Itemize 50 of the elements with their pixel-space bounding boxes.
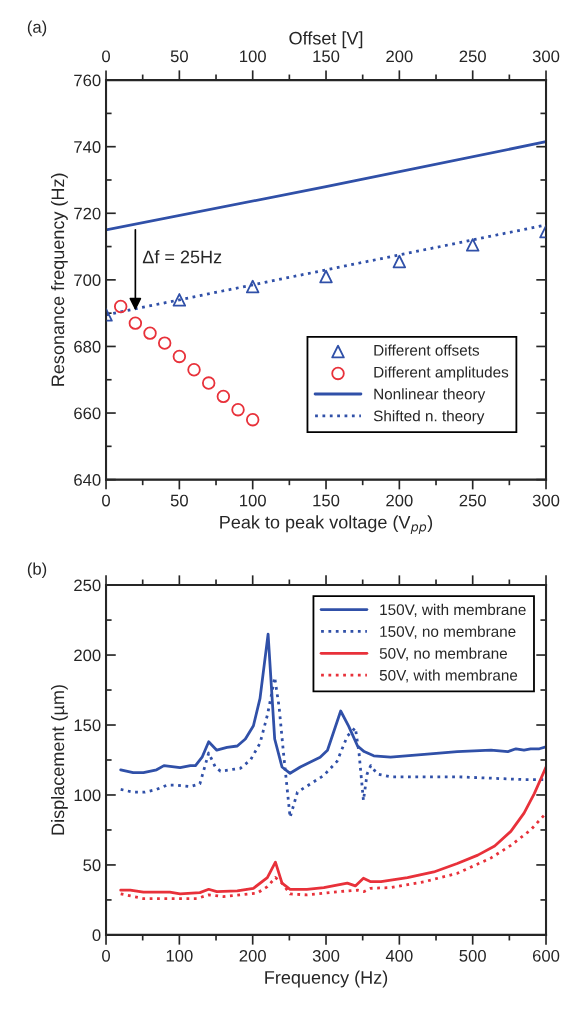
- x2-tick-label: 200: [386, 50, 413, 63]
- y-tick-label: 680: [74, 340, 101, 353]
- legend-label: 150V, no membrane: [380, 625, 516, 639]
- legend-label: Shifted n. theory: [373, 410, 485, 425]
- y-axis-title: Displacement (µm): [50, 685, 68, 835]
- y-tick-label: 760: [74, 74, 101, 87]
- legend-label: Different offsets: [374, 344, 480, 356]
- x-tick-label: 500: [459, 949, 486, 962]
- x-tick-label: 150: [313, 494, 340, 507]
- x-tick-label: 0: [102, 494, 111, 507]
- x2-axis-title: Offset [V]: [289, 31, 363, 49]
- y-tick-label: 740: [74, 141, 101, 153]
- x-tick-label: 300: [312, 949, 340, 962]
- y-tick-label: 100: [74, 789, 101, 802]
- y-tick-label: 50: [83, 859, 101, 872]
- text: (a): [27, 20, 47, 37]
- y-tick-label: 660: [74, 407, 101, 420]
- x-tick-label: 200: [386, 494, 413, 507]
- y-tick-label: 720: [74, 207, 101, 220]
- y-tick-label: 640: [74, 474, 101, 486]
- x-tick-label: 0: [102, 949, 111, 962]
- y-tick-label: 150: [74, 719, 101, 732]
- x-tick-label: 250: [459, 494, 486, 507]
- y-axis-title: Resonance frequency (Hz): [50, 173, 68, 386]
- x2-tick-label: 300: [532, 50, 560, 63]
- text: (b): [27, 562, 47, 579]
- x2-tick-label: 150: [313, 50, 340, 63]
- legend-label: 50V, no membrane: [379, 647, 507, 661]
- legend-label: 150V, with membrane: [380, 603, 526, 617]
- x-tick-label: 300: [532, 494, 560, 507]
- x2-tick-label: 50: [170, 50, 188, 63]
- x-tick-label: 50: [170, 494, 188, 507]
- y-tick-label: 700: [74, 274, 101, 287]
- y-tick-label: 200: [74, 649, 101, 662]
- y-tick-label: 250: [74, 579, 101, 592]
- y-tick-label: 0: [92, 929, 101, 942]
- x-axis-title: Peak to peak voltage (V$_{pp}$): [220, 515, 433, 534]
- legend-label: 50V, with membrane: [379, 669, 518, 683]
- legend-label: Nonlinear theory: [374, 388, 486, 403]
- legend-label: Different amplitudes: [374, 366, 509, 381]
- x-tick-label: 100: [166, 949, 193, 962]
- x-tick-label: 100: [240, 494, 266, 507]
- x2-tick-label: 100: [240, 50, 266, 63]
- annotation: Δf = 25Hz: [142, 250, 222, 264]
- x-tick-label: 600: [532, 949, 560, 962]
- x-tick-label: 200: [239, 949, 266, 962]
- x2-tick-label: 0: [102, 50, 111, 63]
- x2-tick-label: 250: [459, 50, 486, 63]
- x-axis-title: Frequency (Hz): [265, 970, 388, 988]
- x-tick-label: 400: [385, 949, 413, 962]
